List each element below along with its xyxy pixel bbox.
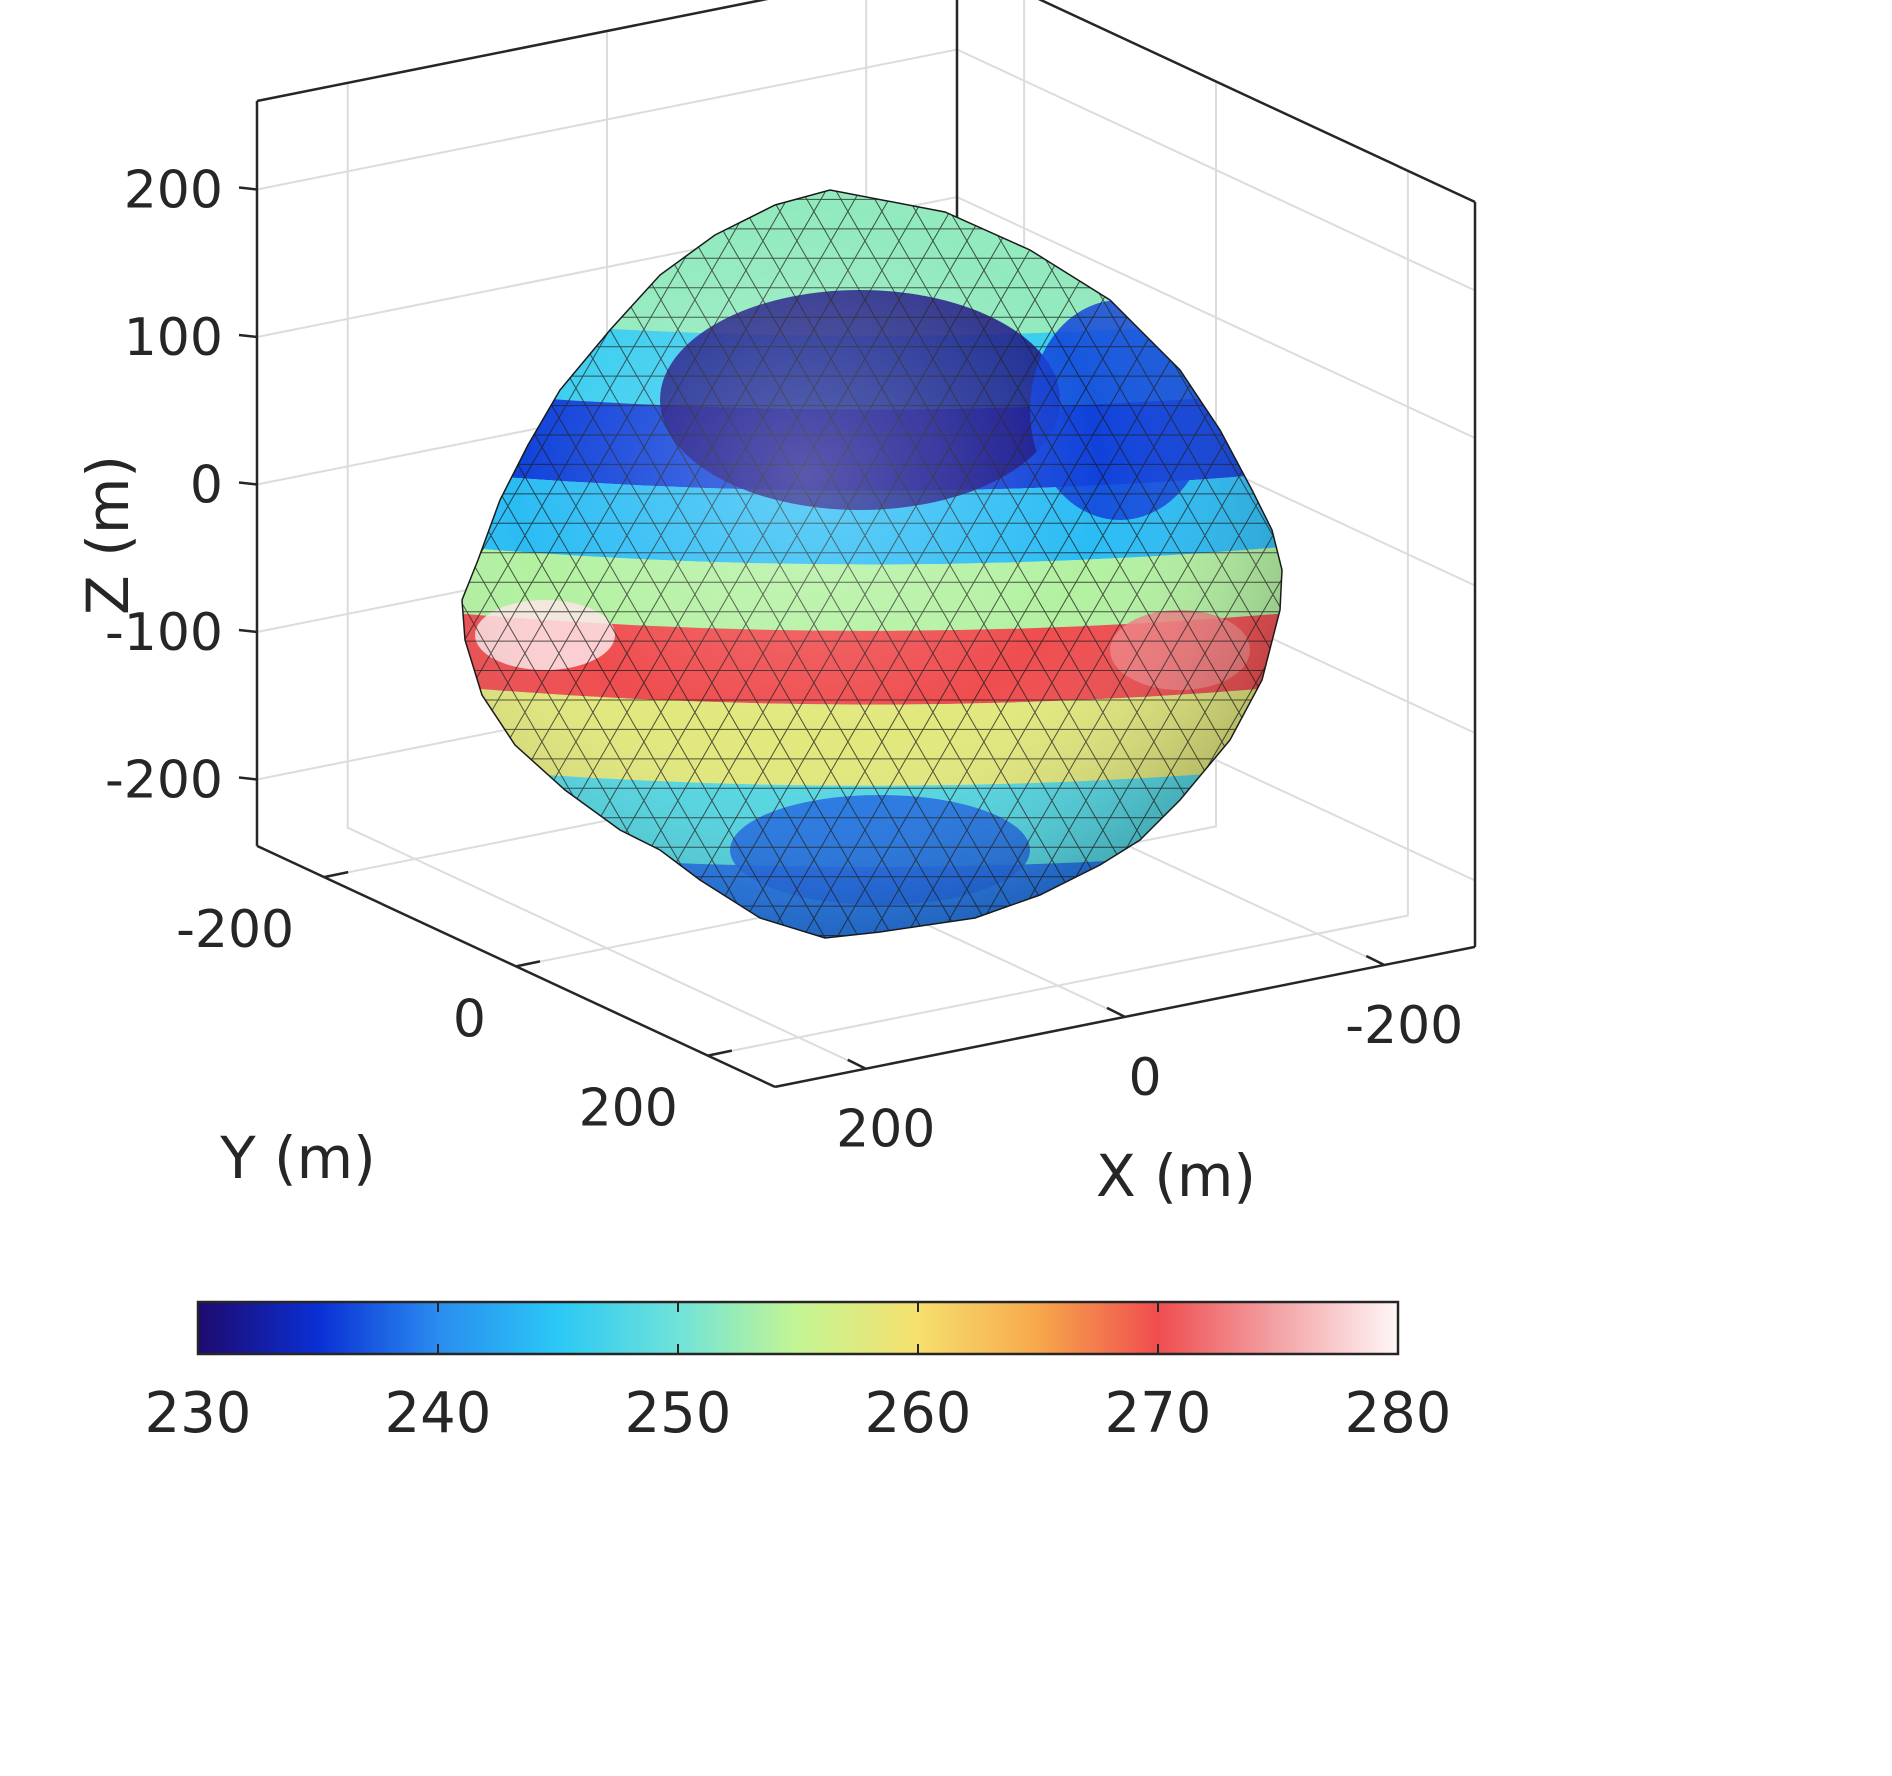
z-tick-label: 0 [190,456,223,516]
colorbar-gradient [196,1300,1400,1356]
x-grid-line [346,82,867,1070]
y-tick-label: 200 [579,1079,678,1139]
x-tick-label: 200 [836,1100,935,1160]
z-tick [238,628,258,634]
y-axis-label: Y (m) [219,1124,376,1192]
y-tick [707,1049,733,1057]
y-tick-label: 0 [453,989,486,1049]
y-grid-line [515,81,1217,968]
x-axis-label: X (m) [1096,1142,1256,1210]
x-tick-label: 0 [1128,1048,1161,1108]
x-tick-label: -200 [1345,996,1463,1056]
z-tick [238,481,258,486]
z-tick [238,186,258,191]
x-tick [1365,954,1385,967]
axis-ticks: -200 -100 0 100 200 -200 0 200 -200 0 200 [105,161,1463,1160]
z-tick [238,776,258,781]
y-tick [515,960,541,968]
x-tick [1106,1006,1126,1018]
surface-outline [461,189,1283,939]
box-edge-top-right [1037,0,1476,204]
z-tick [238,333,258,339]
colorbar-ticks: 230 240 250 260 270 280 [145,1302,1452,1446]
colorbar-tick-label: 250 [625,1381,732,1446]
box-edge-top-left [256,0,769,103]
colorbar-tick-label: 270 [1105,1381,1212,1446]
z-tick-label: 200 [124,161,223,221]
surface-shade [462,190,1282,938]
z-tick-label: 100 [124,308,223,368]
y-tick [323,870,349,879]
colorbar: 230 240 250 260 270 280 [145,1300,1452,1446]
colorbar-tick-label: 240 [385,1381,492,1446]
y-tick-label: -200 [176,900,294,960]
z-axis-label: Z (m) [74,455,142,615]
colorbar-tick-label: 230 [145,1381,252,1446]
y-grid-line [707,170,1409,1057]
x-tick [847,1058,867,1070]
colorbar-tick-label: 260 [865,1381,972,1446]
z-tick-label: -100 [105,603,223,663]
z-tick-label: -200 [105,751,223,811]
colorbar-tick-label: 280 [1345,1381,1452,1446]
